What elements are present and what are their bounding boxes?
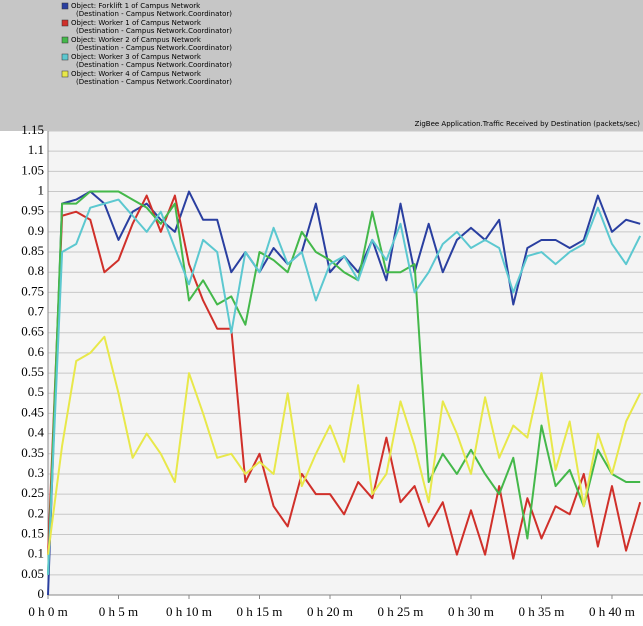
x-tick-label: 0 h 5 m (99, 604, 138, 619)
legend-label: Object: Worker 2 of Campus Network (71, 36, 202, 44)
y-tick-label: 0.35 (21, 445, 44, 460)
series-line (47, 194, 642, 560)
chart-title: ZigBee Application.Traffic Received by D… (415, 120, 641, 128)
y-tick-label: 0.85 (21, 243, 44, 258)
y-tick-label: 0 (38, 586, 45, 601)
y-tick-label: 0.4 (28, 425, 45, 440)
legend-swatch (61, 53, 69, 61)
x-tick-label: 0 h 30 m (448, 604, 494, 619)
series-line (47, 190, 641, 575)
x-tick-label: 0 h 10 m (166, 604, 212, 619)
plot-area (48, 131, 643, 595)
y-tick-label: 0.45 (21, 404, 44, 419)
y-tick-label: 0.7 (28, 304, 45, 319)
y-tick-label: 0.55 (21, 364, 44, 379)
legend-swatch (61, 36, 69, 44)
y-tick-label: 1.05 (21, 162, 44, 177)
y-tick-label: 0.65 (21, 324, 44, 339)
y-tick-label: 1 (38, 183, 45, 198)
y-tick-label: 0.75 (21, 283, 44, 298)
y-tick-label: 0.9 (28, 223, 44, 238)
legend-swatch (61, 2, 69, 10)
header-background (0, 0, 643, 131)
x-tick-label: 0 h 25 m (378, 604, 424, 619)
y-tick-label: 0.05 (21, 566, 44, 581)
legend-swatch (61, 70, 69, 78)
legend-swatch (61, 19, 69, 27)
legend-note: (Destination - Campus Network.Coordinato… (76, 61, 232, 69)
y-tick-label: 1.15 (21, 122, 44, 137)
legend-label: Object: Worker 4 of Campus Network (71, 70, 202, 78)
y-tick-label: 0.3 (28, 465, 44, 480)
y-tick-label: 0.8 (28, 263, 44, 278)
y-tick-label: 0.25 (21, 485, 44, 500)
y-tick-label: 0.2 (28, 505, 44, 520)
legend-label: Object: Worker 3 of Campus Network (71, 53, 202, 61)
legend-note: (Destination - Campus Network.Coordinato… (76, 78, 232, 86)
y-tick-label: 0.6 (28, 344, 45, 359)
y-tick-label: 0.95 (21, 203, 44, 218)
x-tick-label: 0 h 15 m (237, 604, 283, 619)
series-line (47, 198, 642, 575)
series-line (47, 335, 642, 555)
x-tick-label: 0 h 20 m (307, 604, 353, 619)
x-tick-label: 0 h 0 m (28, 604, 67, 619)
legend-label: Object: Forklift 1 of Campus Network (71, 2, 201, 10)
legend-note: (Destination - Campus Network.Coordinato… (76, 44, 232, 52)
y-tick-label: 0.5 (28, 384, 44, 399)
x-tick-label: 0 h 35 m (519, 604, 565, 619)
legend-note: (Destination - Campus Network.Coordinato… (76, 10, 232, 18)
y-tick-label: 0.15 (21, 525, 44, 540)
x-tick-label: 0 h 40 m (589, 604, 635, 619)
legend-note: (Destination - Campus Network.Coordinato… (76, 27, 232, 35)
legend-label: Object: Worker 1 of Campus Network (71, 19, 202, 27)
y-tick-label: 1.1 (28, 142, 44, 157)
y-tick-label: 0.1 (28, 546, 44, 561)
